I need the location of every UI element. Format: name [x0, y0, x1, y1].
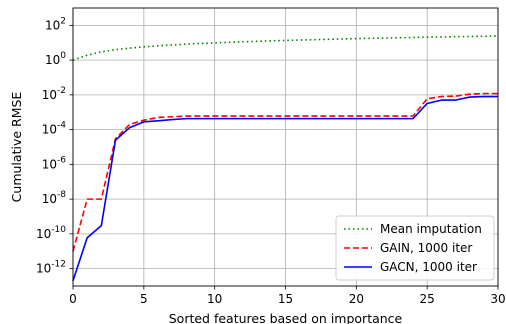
x-tick-label: 10	[207, 292, 222, 306]
y-tick-label: 10-12	[36, 260, 66, 276]
series-line-mean-imputation	[72, 35, 499, 61]
series-line-gain	[72, 92, 498, 252]
y-tick-label: 10-2	[42, 86, 66, 102]
legend-label-mean-imputation: Mean imputation	[380, 222, 482, 236]
y-tick-label: 10-6	[42, 155, 67, 171]
y-axis-label: Cumulative RMSE	[9, 92, 24, 203]
y-tick-label: 10-10	[36, 225, 66, 241]
x-tick-label: 0	[69, 292, 77, 306]
x-tick-label: 5	[140, 292, 148, 306]
y-tick-label: 100	[45, 51, 66, 67]
x-tick-label: 25	[420, 292, 435, 306]
legend-label-gacn: GACN, 1000 iter	[380, 260, 477, 274]
y-tick-label: 10-8	[42, 190, 67, 206]
x-tick-label: 30	[490, 292, 505, 306]
x-tick-label: 20	[349, 292, 364, 306]
legend-label-gain: GAIN, 1000 iter	[380, 241, 472, 255]
x-axis-label: Sorted features based on importance	[169, 311, 403, 324]
y-tick-label: 102	[45, 16, 66, 32]
axis-ticks: 0 5 10 15 20 25 30 102 100 10-2 10-4 10-6 10-8 10-10 1…	[36, 16, 506, 306]
series-line-gacn	[72, 95, 498, 282]
series-lines	[72, 35, 499, 282]
x-tick-label: 15	[278, 292, 293, 306]
y-tick-label: 10-4	[42, 121, 67, 137]
legend: Mean imputation GAIN, 1000 iter GACN, 10…	[335, 215, 495, 281]
legend-box	[335, 215, 495, 281]
